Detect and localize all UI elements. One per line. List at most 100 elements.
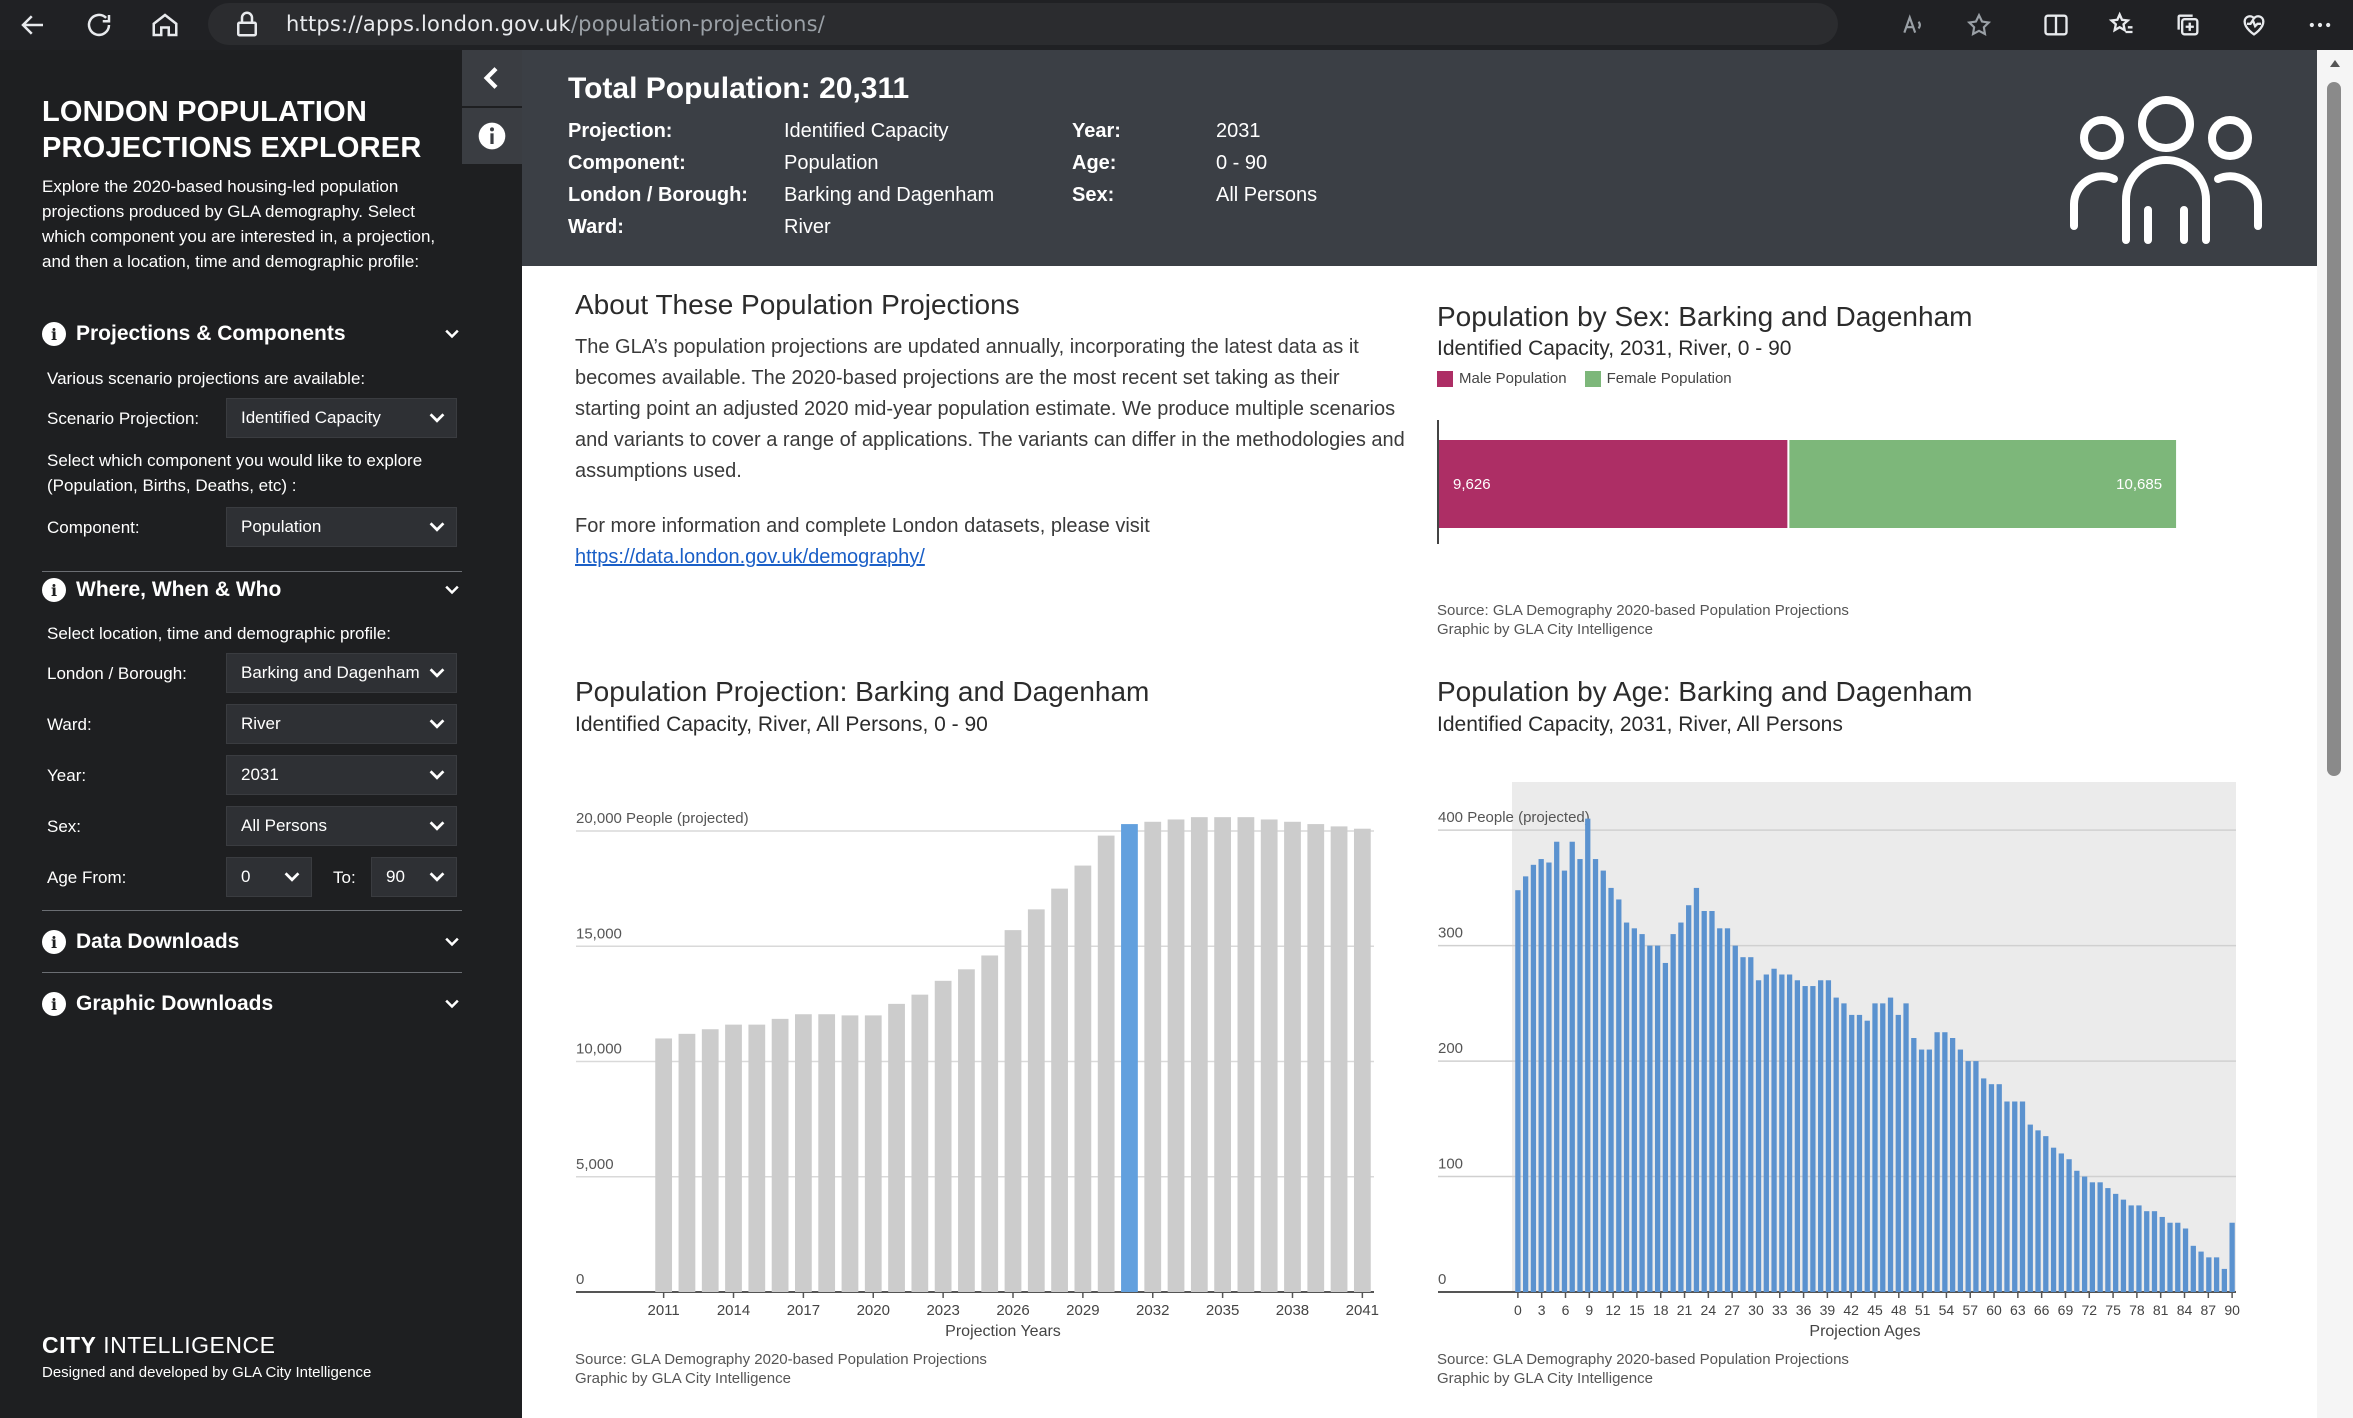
people-group-icon: [2070, 96, 2262, 244]
age-bar: [1934, 1032, 1940, 1292]
back-icon[interactable]: [0, 0, 66, 50]
sex-select-value: All Persons: [241, 816, 327, 835]
scroll-up-icon[interactable]: [2327, 56, 2343, 72]
read-aloud-icon[interactable]: [1880, 0, 1946, 50]
age-bar: [1600, 870, 1606, 1292]
chevron-down-icon: [429, 668, 445, 678]
ward-label: Ward:: [47, 715, 92, 734]
component-select[interactable]: Population: [226, 507, 457, 547]
scenario-note: Various scenario projections are availab…: [47, 369, 366, 388]
bar: [678, 1033, 696, 1292]
scenario-select[interactable]: Identified Capacity: [226, 398, 457, 438]
more-info-text: For more information and complete London…: [575, 515, 1150, 537]
year-value: 2031: [1216, 120, 1261, 142]
demography-link[interactable]: https://data.london.gov.uk/demography/: [575, 546, 925, 568]
age-bar: [1523, 876, 1529, 1292]
age-bar: [1810, 986, 1816, 1292]
year-label: Year:: [1072, 120, 1121, 142]
favorites-icon[interactable]: [2089, 0, 2155, 50]
chevron-down-icon: [445, 585, 459, 595]
about-paragraph: The GLA’s population projections are upd…: [575, 336, 1405, 482]
x-tick-label: 54: [1939, 1302, 1955, 1318]
ward-select-value: River: [241, 714, 281, 733]
section-graphic-downloads[interactable]: i Graphic Downloads: [42, 988, 462, 1020]
x-tick-label: 9: [1585, 1302, 1593, 1318]
borough-label: London / Borough:: [47, 664, 187, 683]
x-tick-label: 63: [2010, 1302, 2026, 1318]
browser-essentials-icon[interactable]: [2221, 0, 2287, 50]
borough-label: London / Borough:: [568, 184, 748, 206]
bar-highlighted: [1121, 824, 1138, 1292]
male-bar: [1439, 440, 1788, 528]
sex-chart-legend: Male Population Female Population: [1437, 370, 1750, 387]
projection-label: Projection:: [568, 120, 673, 142]
x-tick-label: 27: [1724, 1302, 1740, 1318]
home-icon[interactable]: [132, 0, 198, 50]
age-bar: [1670, 934, 1676, 1292]
chevron-down-icon: [429, 821, 445, 831]
age-bar: [1973, 1061, 1979, 1292]
bar: [1027, 909, 1045, 1292]
x-tick-label: 3: [1538, 1302, 1546, 1318]
age-bar: [2081, 1176, 2088, 1292]
ward-select[interactable]: River: [226, 704, 457, 744]
page-scrollbar[interactable]: [2317, 50, 2353, 1418]
x-tick-label: 75: [2105, 1302, 2121, 1318]
age-bar: [2035, 1130, 2041, 1292]
chevron-down-icon: [445, 999, 459, 1009]
projection-chart: 0 5,000 10,000 15,000 20,000 People (project…: [576, 810, 1379, 1340]
y-tick-label: 10,000: [576, 1041, 622, 1058]
age-bar: [2105, 1188, 2111, 1292]
age-bar: [1701, 911, 1707, 1292]
section-data-downloads[interactable]: i Data Downloads: [42, 926, 462, 958]
section-projections-components[interactable]: i Projections & Components: [42, 318, 462, 350]
age-bar: [1678, 922, 1684, 1292]
age-bar: [1654, 945, 1661, 1292]
x-tick-label: 87: [2201, 1302, 2217, 1318]
split-screen-icon[interactable]: [2023, 0, 2089, 50]
about-more-info: For more information and complete London…: [575, 511, 1405, 573]
y-tick-label: 200: [1438, 1040, 1463, 1057]
age-from-select[interactable]: 0: [226, 857, 312, 897]
address-bar[interactable]: https://apps.london.gov.uk/population-pr…: [208, 3, 1838, 45]
age-bar: [1616, 899, 1622, 1292]
y-tick-label: 100: [1438, 1156, 1463, 1173]
age-bar: [2043, 1136, 2049, 1292]
favorite-star-icon[interactable]: [1946, 0, 2012, 50]
bar: [1330, 826, 1348, 1292]
age-bar: [1802, 986, 1808, 1292]
legend-label: Female Population: [1606, 370, 1732, 387]
age-bar: [1740, 957, 1746, 1292]
age-bar: [1903, 1003, 1909, 1292]
x-tick-label: 36: [1796, 1302, 1812, 1318]
bar: [934, 980, 952, 1292]
sex-select[interactable]: All Persons: [226, 806, 457, 846]
borough-select[interactable]: Barking and Dagenham: [226, 653, 457, 693]
sidebar-title: LONDON POPULATION PROJECTIONS EXPLORER: [42, 96, 422, 164]
more-options-icon[interactable]: [2287, 0, 2353, 50]
age-bar: [1639, 934, 1645, 1292]
collections-icon[interactable]: [2155, 0, 2221, 50]
scrollbar-thumb[interactable]: [2327, 82, 2341, 776]
refresh-icon[interactable]: [66, 0, 132, 50]
age-bar: [1686, 905, 1692, 1292]
x-tick-label: 2041: [1346, 1302, 1379, 1319]
bar: [1353, 828, 1371, 1292]
divider: [42, 571, 462, 572]
section-where-when-who[interactable]: i Where, When & Who: [42, 574, 462, 606]
male-bar-label: 9,626: [1453, 476, 1491, 493]
x-tick-label: 39: [1820, 1302, 1836, 1318]
y-tick-label: 400 People (projected): [1438, 809, 1590, 826]
collapse-sidebar-button[interactable]: [462, 50, 522, 106]
age-bar: [2151, 1211, 2158, 1292]
section-title: Where, When & Who: [76, 578, 282, 601]
info-button[interactable]: [462, 108, 522, 164]
age-to-label: To:: [333, 868, 356, 887]
sex-label: Sex:: [47, 817, 82, 836]
age-bar: [1771, 968, 1777, 1292]
info-icon: i: [42, 578, 66, 602]
bar: [795, 1014, 812, 1292]
year-select[interactable]: 2031: [226, 755, 457, 795]
age-to-select[interactable]: 90: [371, 857, 457, 897]
x-tick-label: 42: [1843, 1302, 1859, 1318]
